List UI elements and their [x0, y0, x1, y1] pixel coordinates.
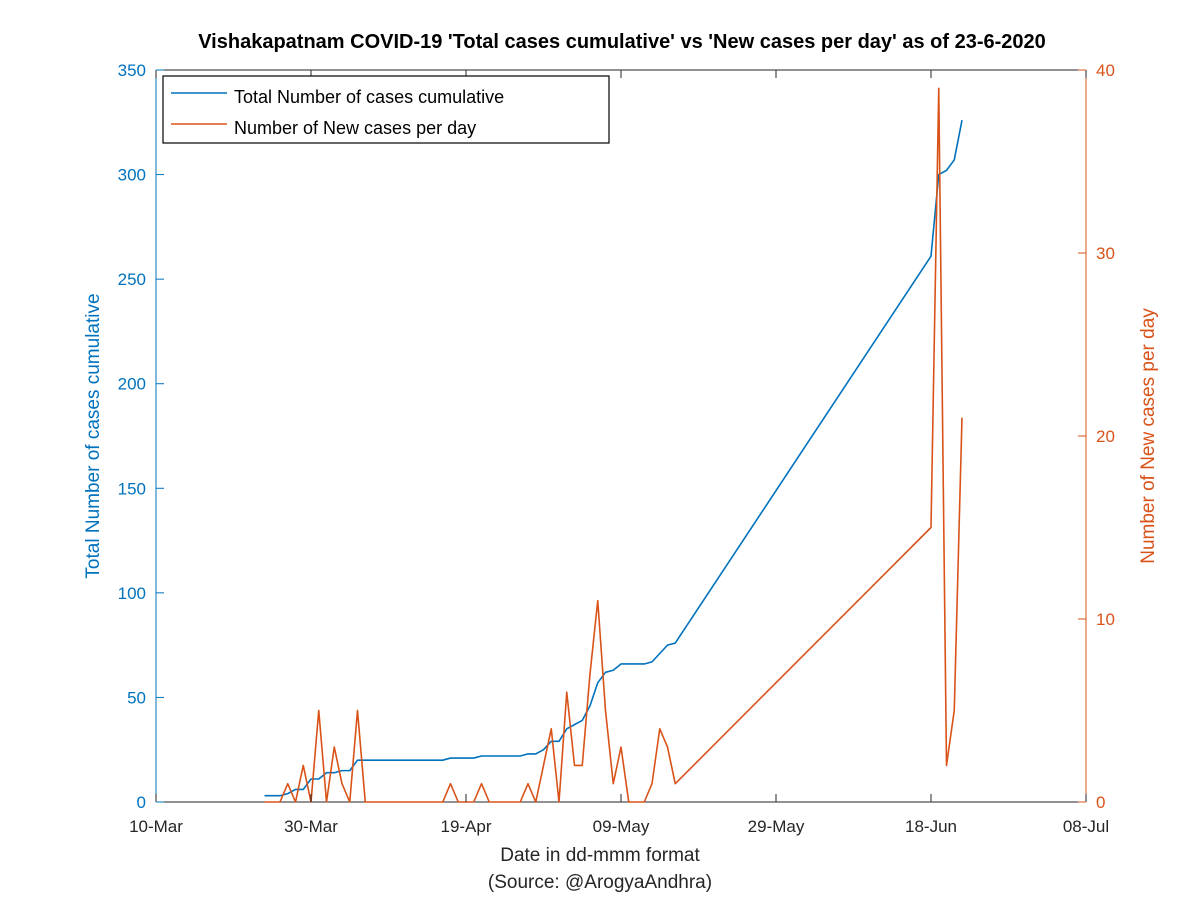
x-tick-label: 30-Mar — [284, 817, 338, 836]
y-right-tick-label: 0 — [1096, 793, 1105, 812]
y-right-tick-label: 40 — [1096, 61, 1115, 80]
y-right-tick-label: 20 — [1096, 427, 1115, 446]
y-left-tick-label: 200 — [118, 375, 146, 394]
y-left-tick-label: 150 — [118, 479, 146, 498]
y-left-tick-label: 50 — [127, 688, 146, 707]
source-note: (Source: @ArogyaAndhra) — [488, 872, 712, 893]
y-left-tick-label: 350 — [118, 61, 146, 80]
chart-title: Vishakapatnam COVID-19 'Total cases cumu… — [198, 31, 1046, 53]
x-tick-label: 10-Mar — [129, 817, 183, 836]
series-line-new-cases — [264, 87, 963, 803]
x-tick-label: 18-Jun — [905, 817, 957, 836]
y-left-tick-label: 300 — [118, 166, 146, 185]
x-tick-label: 29-May — [748, 817, 805, 836]
legend: Total Number of cases cumulative Number … — [162, 75, 610, 144]
legend-box — [162, 75, 610, 144]
x-tick-label: 08-Jul — [1063, 817, 1109, 836]
y-axis-right-label: Number of New cases per day — [1138, 308, 1159, 564]
legend-label-total: Total Number of cases cumulative — [234, 87, 504, 107]
y-left-tick-label: 250 — [118, 270, 146, 289]
series-layer — [264, 87, 963, 803]
y-axis-left-label: Total Number of cases cumulative — [83, 293, 104, 578]
x-tick-label: 19-Apr — [440, 817, 491, 836]
legend-label-new: Number of New cases per day — [234, 118, 476, 138]
y-right-tick-label: 30 — [1096, 244, 1115, 263]
y-left-tick-label: 0 — [137, 793, 146, 812]
x-tick-label: 09-May — [593, 817, 650, 836]
y-left-tick-label: 100 — [118, 584, 146, 603]
axes-layer: 10-Mar 30-Mar 19-Apr 09-May 29-May 18-Jun 08-J… — [118, 61, 1115, 836]
y-right-tick-label: 10 — [1096, 610, 1115, 629]
x-axis-label: Date in dd-mmm format — [500, 845, 700, 866]
plot-area — [156, 70, 1086, 802]
